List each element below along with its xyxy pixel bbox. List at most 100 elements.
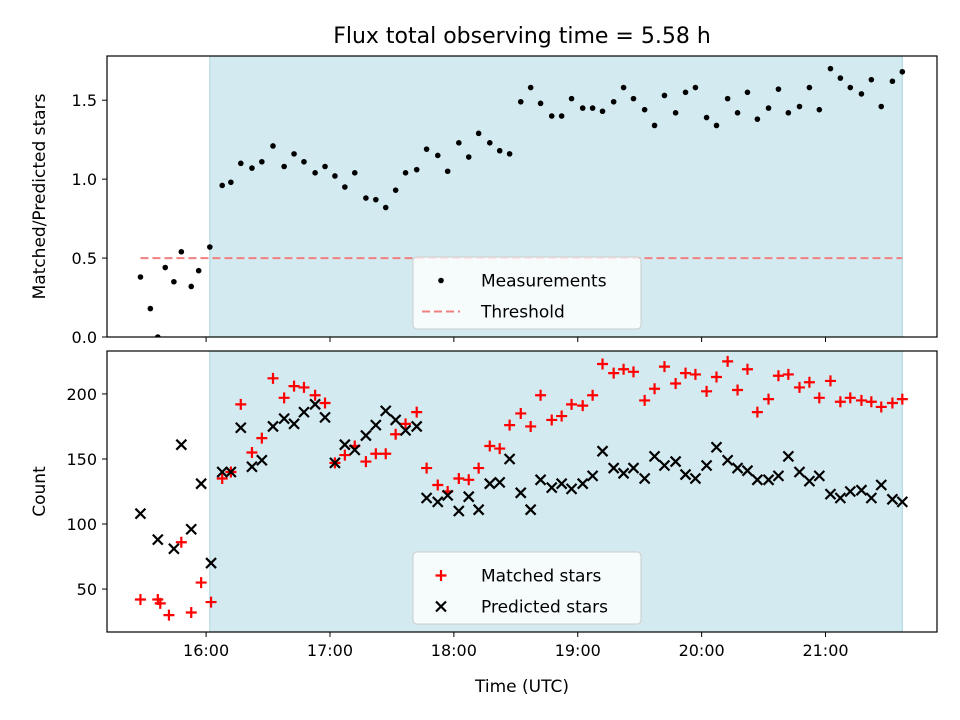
matched-star-point [680,367,692,379]
measurement-point [558,113,565,119]
measurement-point [465,154,472,160]
x-tick-label: 19:00 [555,641,601,660]
measurement-point [363,195,369,201]
y-tick-label: 50 [77,580,97,599]
matched-star-point [535,389,547,401]
predicted-star-point [534,474,547,486]
matched-star-point [298,381,310,393]
predicted-star-point [865,492,878,504]
matched-star-point [855,394,867,406]
matched-star-point [886,397,898,409]
predicted-star-point [431,496,444,508]
measurement-point [402,170,409,176]
y-axis-label: Count [30,466,50,517]
x-axis-label: Time (UTC) [474,677,569,697]
predicted-star-point [638,472,651,485]
predicted-star-point [389,414,402,426]
measurement-point [517,98,524,105]
predicted-star-point [565,483,578,495]
data-points [137,65,906,337]
predicted-star-point [370,419,382,431]
legend: Measurements Threshold [412,256,642,330]
predicted-star-point [205,557,217,569]
legend-box [412,551,642,625]
measurement-point [744,89,751,96]
measurement-point [713,122,720,129]
measurement-point [754,116,761,122]
measurement-point [899,68,906,75]
predicted-star-point [462,490,475,503]
measurement-point [291,151,297,157]
legend-label: Matched stars [481,567,601,587]
y-tick-label: 150 [66,450,97,469]
matched-star-point [649,383,661,395]
measurement-point [599,108,606,115]
predicted-star-point [134,507,147,520]
measurement-point [692,84,699,91]
y-tick-label: 1.5 [72,91,97,110]
matched-star-point [546,414,558,426]
matched-star-point [278,392,290,404]
measurement-point [332,173,338,179]
measurement-point [878,103,885,110]
matched-star-point [380,448,392,460]
predicted-star-point [721,454,734,467]
measurement-point [703,114,710,121]
matched-star-point [390,428,402,440]
predicted-star-point [689,472,702,485]
predicted-star-point [267,420,279,433]
count-panel: 16:00 17:00 18:00 19:00 20:00 21:00 50 100 150 20… [30,350,938,660]
measurement-point [785,110,792,116]
matched-star-point [432,479,444,491]
predicted-star-point [175,438,188,451]
predicted-star-point [472,503,485,516]
measurement-point [496,147,503,154]
matched-star-point [597,358,609,370]
measurement-point [827,65,834,72]
measurement-point [171,278,177,285]
matched-star-point [185,606,197,618]
matched-star-point [608,367,620,379]
matched-star-point [670,378,682,390]
predicted-star-point [782,450,795,463]
matched-star-point [421,462,433,474]
matched-star-point [267,372,279,384]
legend-marker-matched [435,570,447,581]
predicted-star-point [731,462,744,474]
measurement-point [301,158,307,165]
y-tick-label: 100 [66,515,97,534]
matched-star-point [370,448,382,460]
predicted-star-point [793,466,806,478]
predicted-star-point [700,459,713,472]
matched-star-point [772,370,784,382]
measurement-point [589,105,596,111]
measurement-point [259,158,265,165]
predicted-star-point [235,421,247,434]
measurement-point [765,105,772,111]
predicted-star-point [679,468,692,481]
predicted-star-point [185,523,198,536]
measurement-point [147,305,154,312]
matched-star-point [732,384,744,396]
measurement-point [207,244,213,250]
predicted-star-point [453,505,465,517]
measurement-point [382,204,389,211]
measurement-point [413,166,420,173]
y-tick-label: 1.0 [72,170,97,189]
x-tick-label: 18:00 [431,641,477,660]
measurement-point [188,283,195,290]
chart-title: Flux total observing time = 5.58 h [333,24,711,49]
predicted-star-point [813,470,826,482]
measurement-point [837,75,844,81]
measurement-point [219,182,226,189]
measurement-point [579,105,586,111]
legend-label: Predicted stars [481,598,608,618]
predicted-star-point [503,453,516,465]
matched-star-point [722,355,734,367]
predicted-star-point [348,444,361,456]
x-tick-label: 16:00 [183,641,229,660]
ratio-panel: 0.0 0.5 1.0 1.5 Matched/Predicted stars Measu… [30,55,938,347]
measurement-point [537,100,544,107]
matched-star-point [319,397,331,409]
measurement-point [775,86,782,92]
